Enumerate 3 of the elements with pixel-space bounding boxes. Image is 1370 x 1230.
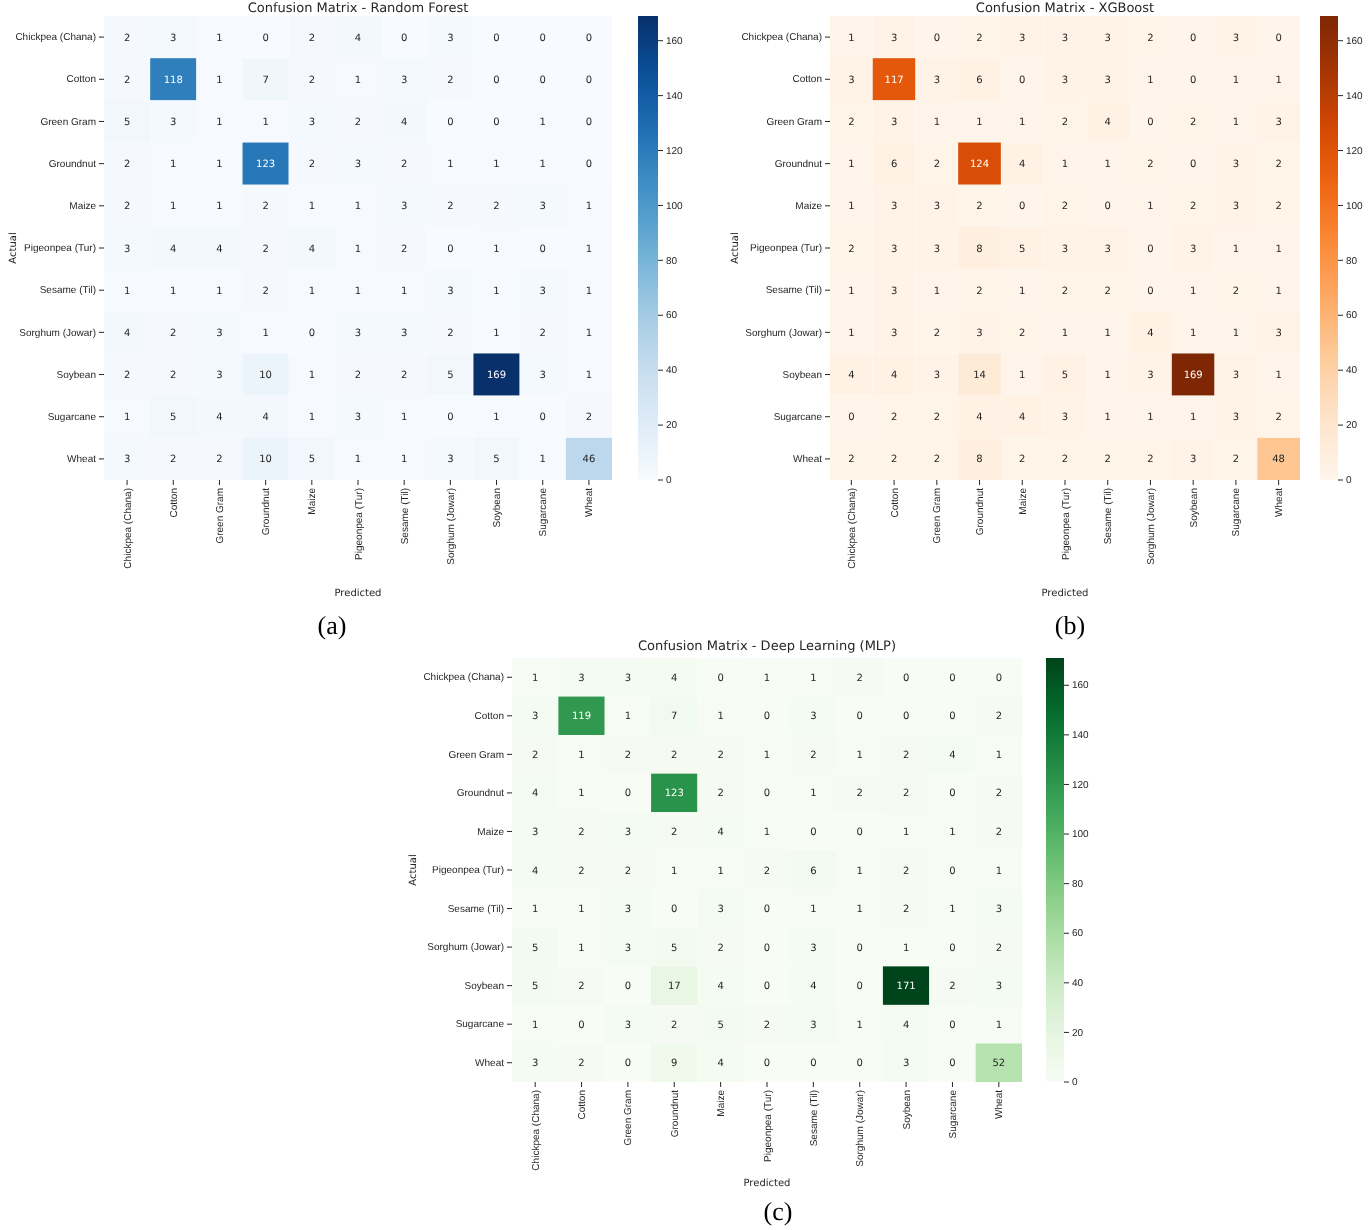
text: (a) [317, 610, 347, 640]
text: (c) [763, 1196, 793, 1226]
text: (b) [1054, 610, 1086, 640]
